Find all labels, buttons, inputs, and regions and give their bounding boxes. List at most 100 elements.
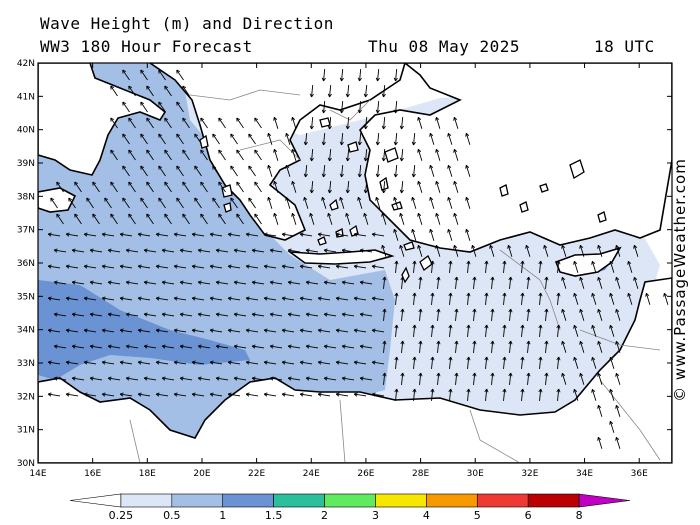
africa-levant-land (38, 277, 672, 463)
legend-swatch (426, 493, 478, 508)
wave-direction-arrow (363, 212, 369, 225)
wave-direction-arrow (299, 296, 313, 301)
wave-direction-arrow (176, 165, 184, 177)
wave-direction-arrow (466, 324, 471, 338)
wave-direction-arrow (597, 276, 603, 289)
wave-direction-arrow (254, 149, 262, 161)
wave-direction-arrow (209, 392, 223, 397)
wave-direction-arrow (299, 232, 313, 237)
wave-direction-arrow (417, 212, 423, 225)
wave-direction-arrow (508, 340, 513, 354)
wave-direction-arrow (400, 340, 405, 354)
italy-land (38, 63, 167, 176)
island-milos (317, 236, 327, 246)
wave-direction-arrow (233, 248, 247, 253)
wave-direction-arrow (556, 292, 561, 306)
legend-swatch (120, 493, 173, 508)
island-lake-5 (597, 211, 607, 223)
wave-direction-arrow (544, 372, 549, 386)
wave-direction-arrow (281, 360, 295, 365)
wave-direction-arrow (399, 212, 405, 225)
wave-direction-arrow (435, 212, 441, 225)
wave-direction-arrow (125, 280, 139, 285)
crete-land (287, 249, 395, 265)
wave-direction-arrow (215, 344, 229, 349)
wave-direction-arrow (381, 116, 386, 130)
wave-direction-arrow (164, 117, 172, 129)
wave-direction-arrow (556, 324, 561, 338)
wave-direction-arrow (633, 276, 639, 289)
wave-direction-arrow (417, 244, 423, 257)
wave-direction-arrow (465, 164, 471, 177)
wave-direction-arrow (287, 376, 301, 381)
wave-direction-arrow (609, 420, 615, 433)
lat-label: 38N (17, 192, 35, 202)
wave-direction-arrow (173, 392, 187, 397)
island-zakynthos (223, 202, 232, 213)
wave-direction-arrow (447, 228, 453, 241)
wave-direction-arrow (83, 360, 97, 365)
wave-direction-arrow (140, 165, 148, 177)
wave-direction-arrow (227, 264, 241, 269)
wave-direction-arrow (381, 244, 387, 257)
wave-direction-arrow (263, 232, 277, 237)
wave-direction-arrow (53, 312, 67, 317)
wave-direction-arrow (317, 392, 331, 397)
wave-direction-arrow (579, 308, 585, 321)
wave-direction-arrow (146, 117, 154, 129)
wave-direction-arrow (335, 392, 349, 397)
wave-direction-arrow (215, 376, 229, 381)
lat-label: 35N (17, 292, 35, 302)
wave-direction-arrow (309, 116, 314, 130)
wave-direction-arrow (191, 360, 205, 365)
wave-direction-arrow (200, 149, 208, 161)
wave-direction-arrow (197, 344, 211, 349)
wave-direction-arrow (47, 328, 61, 333)
wave-direction-arrow (345, 116, 350, 130)
wave-direction-arrow (155, 232, 169, 237)
wave-direction-arrow (317, 328, 331, 333)
wave-direction-arrow (155, 360, 169, 365)
wave-direction-arrow (466, 356, 471, 370)
wave-direction-arrow (71, 376, 85, 381)
lon-label: 30E (467, 469, 484, 479)
wave-direction-arrow (417, 116, 423, 129)
wave-direction-arrow (236, 149, 244, 161)
wave-direction-arrow (143, 344, 157, 349)
wave-direction-arrow (191, 328, 205, 333)
wave-direction-arrow (663, 292, 669, 305)
wave-direction-arrow (359, 248, 373, 253)
wave-direction-arrow (267, 164, 273, 177)
wave-direction-arrow (502, 356, 507, 370)
wave-direction-arrow (341, 376, 355, 381)
wave-direction-arrow (263, 296, 277, 301)
wave-direction-arrow (137, 296, 151, 301)
wave-direction-arrow (561, 340, 567, 353)
wave-direction-arrow (285, 164, 291, 177)
wave-direction-arrow (218, 149, 226, 161)
wave-direction-arrow (83, 296, 97, 301)
wave-direction-arrow (526, 372, 531, 386)
wave-direction-arrow (561, 308, 567, 321)
wave-direction-arrow (245, 328, 259, 333)
wave-direction-arrow (107, 248, 121, 253)
wave-direction-arrow (227, 328, 241, 333)
wave-direction-arrow (615, 372, 621, 385)
wave-direction-arrow (436, 308, 441, 322)
turkey-land (359, 63, 672, 253)
wave-direction-arrow (381, 212, 387, 225)
wave-direction-arrow (161, 280, 175, 285)
legend-tick-label: 1.5 (265, 509, 283, 522)
wave-direction-arrow (335, 296, 349, 301)
wave-direction-arrow (609, 260, 615, 273)
wave-direction-arrow (627, 292, 633, 305)
wave-direction-arrow (218, 213, 226, 225)
wave-direction-arrow (173, 360, 187, 365)
wave-direction-arrow (161, 344, 175, 349)
wave-direction-arrow (53, 280, 67, 285)
wave-direction-arrow (176, 101, 184, 113)
wave-direction-arrow (269, 280, 283, 285)
wave-direction-arrow (353, 392, 367, 397)
wave-direction-arrow (182, 85, 190, 97)
wave-direction-arrow (215, 248, 229, 253)
